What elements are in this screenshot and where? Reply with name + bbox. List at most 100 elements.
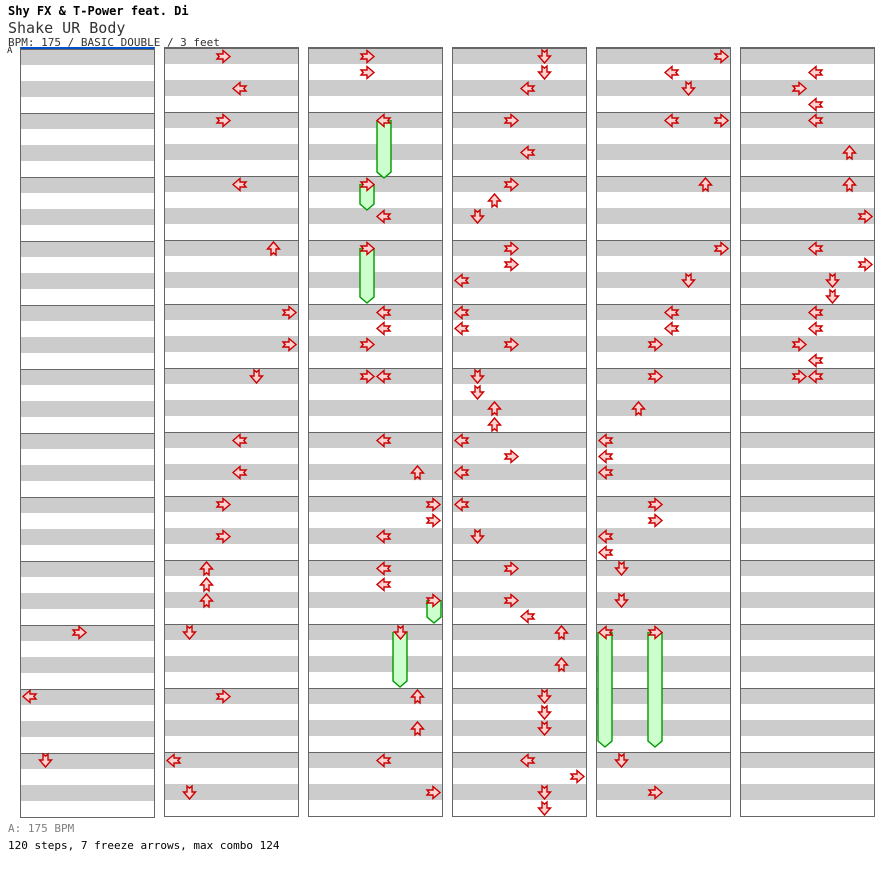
chart-column <box>596 47 731 817</box>
freeze-bar-icon <box>359 184 375 211</box>
right-arrow-icon <box>713 240 730 256</box>
footer-stats: 120 steps, 7 freeze arrows, max combo 12… <box>8 839 280 852</box>
right-arrow-icon <box>503 336 519 352</box>
right-arrow-icon <box>215 112 231 128</box>
step-arrow-down <box>680 271 697 289</box>
step-arrow-down <box>37 751 54 769</box>
step-arrow-right <box>215 688 232 705</box>
step-arrow-right <box>215 48 232 65</box>
left-arrow-icon <box>376 208 392 224</box>
step-arrow-right <box>281 304 298 321</box>
step-arrow-down <box>536 703 553 721</box>
right-arrow-icon <box>359 48 375 64</box>
down-arrow-icon <box>614 751 630 768</box>
up-arrow-icon <box>487 400 503 417</box>
left-arrow-icon <box>520 144 536 160</box>
step-arrow-right <box>425 512 442 529</box>
right-arrow-icon <box>503 240 519 256</box>
step-arrow-left <box>165 752 182 769</box>
artist-title: Shy FX & T-Power feat. Di <box>8 4 189 18</box>
step-arrow-right <box>647 336 664 353</box>
step-arrow-down <box>536 47 553 65</box>
left-arrow-icon <box>664 112 680 128</box>
up-arrow-icon <box>409 688 425 705</box>
step-arrow-left <box>375 560 392 577</box>
down-arrow-icon <box>38 751 54 768</box>
step-arrow-left <box>807 240 824 257</box>
down-arrow-icon <box>536 47 552 64</box>
step-arrow-left <box>519 80 536 97</box>
freeze-bar-icon <box>425 600 442 624</box>
right-arrow-icon <box>857 208 874 224</box>
step-arrow-right <box>359 240 376 257</box>
freeze-bar-icon <box>392 632 409 688</box>
up-arrow-icon <box>409 720 425 737</box>
right-arrow-icon <box>359 176 375 192</box>
up-arrow-icon <box>199 560 215 577</box>
left-arrow-icon <box>376 560 392 576</box>
right-arrow-icon <box>503 112 519 128</box>
step-arrow-down <box>469 207 486 225</box>
step-arrow-left <box>807 112 824 129</box>
step-arrow-right <box>647 512 664 529</box>
freeze-arrow-body <box>376 120 392 179</box>
step-arrow-up <box>198 592 215 609</box>
step-arrow-up <box>553 656 570 673</box>
step-arrow-right <box>647 784 664 801</box>
left-arrow-icon <box>376 368 392 384</box>
down-arrow-icon <box>248 367 264 384</box>
step-arrow-left <box>375 432 392 449</box>
left-arrow-icon <box>376 112 392 128</box>
step-arrow-left <box>231 80 248 97</box>
step-arrow-down <box>613 751 630 769</box>
up-arrow-icon <box>199 592 215 609</box>
right-arrow-icon <box>791 80 807 96</box>
step-arrow-down <box>181 783 198 801</box>
step-arrow-down <box>536 63 553 81</box>
left-arrow-icon <box>453 464 470 480</box>
step-arrow-left <box>519 608 536 625</box>
right-arrow-icon <box>281 336 298 352</box>
down-arrow-icon <box>182 783 198 800</box>
up-arrow-icon <box>409 464 425 481</box>
up-arrow-icon <box>553 656 569 673</box>
right-arrow-icon <box>359 336 375 352</box>
up-arrow-icon <box>697 176 713 193</box>
left-arrow-icon <box>232 464 248 480</box>
left-arrow-icon <box>232 176 248 192</box>
left-arrow-icon <box>376 432 392 448</box>
left-arrow-icon <box>376 752 392 768</box>
chart-column <box>164 47 299 817</box>
freeze-arrow-body <box>647 632 663 748</box>
difficulty-info: BPM: 175 / BASIC DOUBLE / 3 feet <box>8 36 220 49</box>
down-arrow-icon <box>536 719 552 736</box>
step-arrow-left <box>807 96 824 113</box>
step-arrow-up <box>409 688 426 705</box>
step-arrow-left <box>807 64 824 81</box>
step-arrow-right <box>503 240 520 257</box>
step-arrow-right <box>503 336 520 353</box>
down-arrow-icon <box>470 527 486 544</box>
down-arrow-icon <box>470 383 486 400</box>
step-arrow-left <box>597 544 614 561</box>
down-arrow-icon <box>392 623 408 640</box>
step-arrow-left <box>663 304 680 321</box>
freeze-bar-icon <box>597 632 614 748</box>
step-arrow-right <box>359 48 376 65</box>
step-arrow-left <box>597 528 614 545</box>
right-arrow-icon <box>791 368 807 384</box>
step-arrow-left <box>453 304 470 321</box>
step-arrow-right <box>503 256 520 273</box>
right-arrow-icon <box>647 336 663 352</box>
step-arrow-up <box>409 464 426 481</box>
step-arrow-right <box>503 112 520 129</box>
step-arrow-left <box>375 320 392 337</box>
song-title: Shake UR Body <box>8 19 126 37</box>
step-arrow-right <box>359 64 376 81</box>
up-arrow-icon <box>199 576 215 593</box>
chart-column <box>452 47 587 817</box>
left-arrow-icon <box>453 432 470 448</box>
left-arrow-icon <box>808 96 824 112</box>
step-arrow-left <box>375 752 392 769</box>
left-arrow-icon <box>165 752 182 768</box>
